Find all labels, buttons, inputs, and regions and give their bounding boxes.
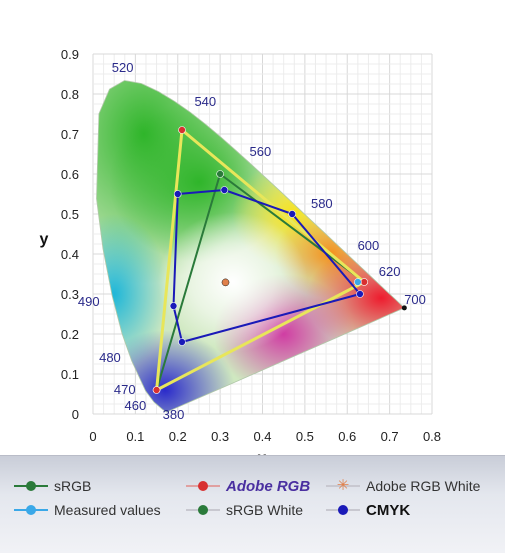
x-tick-label: 0 (89, 429, 96, 444)
y-axis-label: y (40, 231, 49, 248)
wavelength-label: 380 (163, 407, 185, 422)
cmyk-legend-marker (326, 500, 360, 520)
cmyk-point (169, 302, 178, 310)
y-tick-label: 0.6 (61, 167, 79, 182)
x-axis-label: x (258, 450, 267, 455)
wash-cyan (96, 214, 170, 374)
adobe-rgb-white-legend-marker: ✳ (326, 476, 360, 496)
x-tick-label: 0.7 (381, 429, 399, 444)
legend-label-measured-values: Measured values (54, 502, 161, 518)
y-tick-label: 0.4 (61, 247, 79, 262)
legend-label-srgb: sRGB (54, 478, 92, 494)
y-tick-label: 0.9 (61, 47, 79, 62)
wavelength-label: 490 (78, 294, 100, 309)
chromaticity-gamut-fill (96, 80, 406, 413)
wavelength-label: 520 (112, 60, 134, 75)
x-tick-label: 0.2 (169, 429, 187, 444)
srgb-legend-marker (14, 476, 48, 496)
y-tick-label: 0.3 (61, 287, 79, 302)
legend-item-cmyk: CMYK (326, 500, 410, 520)
wavelength-label: 620 (379, 264, 401, 279)
spectrum-end-point (401, 305, 407, 311)
wavelength-label: 460 (125, 398, 147, 413)
wavelength-label: 580 (311, 196, 333, 211)
adobe-rgb-point (152, 386, 161, 394)
y-tick-label: 0 (72, 407, 79, 422)
adobe-rgb-gamut-line (155, 128, 366, 392)
cmyk-point (356, 290, 364, 298)
cmyk-point (288, 210, 296, 218)
wavelength-label: 560 (250, 144, 272, 159)
cmyk-point (178, 338, 186, 346)
y-tick-label: 0.5 (61, 207, 79, 222)
legend-item-measured-values: Measured values (14, 500, 161, 520)
srgb-point (216, 170, 224, 178)
legend-label-cmyk: CMYK (366, 501, 411, 519)
x-tick-label: 0.6 (338, 429, 356, 444)
wavelength-label: 600 (358, 238, 380, 253)
adobe-rgb-legend-marker (186, 476, 220, 496)
measured-values-legend-marker (14, 500, 48, 520)
wash-white-center (157, 212, 308, 352)
x-tick-label: 0.3 (211, 429, 229, 444)
cmyk-point (173, 190, 182, 198)
series (152, 126, 407, 394)
wavelength-label: 700 (404, 292, 426, 307)
y-tick-label: 0.2 (61, 327, 79, 342)
gamut-color-wash (96, 80, 405, 412)
legend-item-srgb: sRGB (14, 476, 91, 496)
x-tick-label: 0.4 (253, 429, 271, 444)
y-tick-label: 0.1 (61, 367, 79, 382)
adobe-rgb-point (360, 278, 369, 286)
axes: 0 0.1 0.2 0.3 0.4 0.5 0.6 0.7 0.8 0 0.1 0.2 0.3 0.4 0.… (61, 47, 441, 444)
legend: sRGB Adobe RGB ✳ Adobe RGB White Measure… (0, 455, 505, 553)
wavelength-label: 470 (114, 382, 136, 397)
chart-svg: 0 0.1 0.2 0.3 0.4 0.5 0.6 0.7 0.8 0 0.1 0.2 0.3 0.4 0.… (40, 47, 441, 455)
y-tick-label: 0.7 (61, 127, 79, 142)
legend-label-adobe-rgb-white: Adobe RGB White (366, 478, 481, 494)
wavelength-label: 540 (194, 94, 216, 109)
legend-item-adobe-rgb-white: ✳ Adobe RGB White (326, 476, 480, 496)
srgb-white-legend-marker (186, 500, 220, 520)
spectral-locus-outline (96, 80, 406, 413)
adobe-rgb-point (178, 126, 186, 134)
adobe-rgb-white-point (221, 278, 230, 287)
x-tick-label: 0.5 (296, 429, 314, 444)
legend-item-adobe-rgb: Adobe RGB (186, 476, 310, 496)
legend-label-srgb-white: sRGB White (226, 502, 304, 518)
cie-chromaticity-chart: 0 0.1 0.2 0.3 0.4 0.5 0.6 0.7 0.8 0 0.1 0.2 0.3 0.4 0.… (40, 47, 441, 455)
y-tick-label: 0.8 (61, 87, 79, 102)
legend-label-adobe-rgb: Adobe RGB (226, 477, 311, 495)
x-tick-label: 0.1 (126, 429, 144, 444)
x-tick-label: 0.8 (423, 429, 441, 444)
legend-item-srgb-white: sRGB White (186, 500, 303, 520)
measured-values-point (354, 278, 362, 286)
wavelength-label: 480 (99, 350, 121, 365)
cmyk-point (220, 186, 229, 194)
